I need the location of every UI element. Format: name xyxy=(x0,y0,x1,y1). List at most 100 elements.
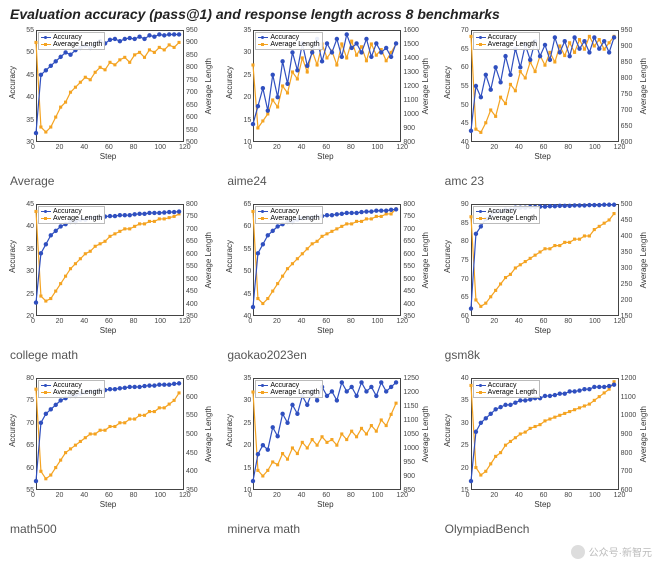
x-tick: 120 xyxy=(396,318,408,325)
yr-tick: 500 xyxy=(621,201,633,208)
yr-tick: 300 xyxy=(621,265,633,272)
wechat-icon xyxy=(571,545,585,559)
yl-tick: 40 xyxy=(26,94,34,101)
x-tick: 120 xyxy=(614,318,626,325)
xlabel: Step xyxy=(100,500,116,509)
x-tick: 20 xyxy=(56,318,64,325)
watermark: 公众号·新智元 xyxy=(571,544,652,559)
legend-len: Average Length xyxy=(41,215,102,222)
yl-tick: 70 xyxy=(461,27,469,34)
ylabel-right: Average Length xyxy=(639,406,648,462)
yr-tick: 1200 xyxy=(621,375,637,382)
x-tick: 120 xyxy=(179,144,191,151)
ylabel-right: Average Length xyxy=(204,58,213,114)
chart-math500: 5560657075803504004505005506006500204060… xyxy=(8,374,208,516)
x-tick: 0 xyxy=(31,492,35,499)
legend-len: Average Length xyxy=(258,215,319,222)
x-tick: 100 xyxy=(154,144,166,151)
yr-tick: 550 xyxy=(186,127,198,134)
x-tick: 0 xyxy=(466,492,470,499)
chart-cell-amc23: 4045505560657060065070075080085090095002… xyxy=(443,26,652,198)
yr-tick: 600 xyxy=(403,251,415,258)
legend-len: Average Length xyxy=(258,389,319,396)
x-tick: 20 xyxy=(273,144,281,151)
yr-tick: 650 xyxy=(403,238,415,245)
x-tick: 120 xyxy=(396,144,408,151)
yl-tick: 45 xyxy=(461,120,469,127)
chart-caption: gaokao2023en xyxy=(225,342,434,372)
legend: AccuracyAverage Length xyxy=(38,32,105,50)
x-tick: 20 xyxy=(56,144,64,151)
yl-tick: 65 xyxy=(461,294,469,301)
yr-tick: 500 xyxy=(186,276,198,283)
ylabel-right: Average Length xyxy=(639,232,648,288)
yl-tick: 25 xyxy=(244,72,252,79)
x-tick: 40 xyxy=(515,144,523,151)
x-tick: 100 xyxy=(154,318,166,325)
yr-tick: 900 xyxy=(186,39,198,46)
yr-tick: 500 xyxy=(403,276,415,283)
x-tick: 120 xyxy=(179,492,191,499)
x-tick: 120 xyxy=(179,318,191,325)
yr-tick: 1500 xyxy=(403,41,419,48)
yl-tick: 20 xyxy=(244,94,252,101)
legend-acc: Accuracy xyxy=(476,382,537,389)
yr-tick: 700 xyxy=(186,226,198,233)
yr-tick: 900 xyxy=(403,125,415,132)
ylabel-left: Accuracy xyxy=(8,240,17,273)
x-tick: 100 xyxy=(589,492,601,499)
yr-tick: 600 xyxy=(186,114,198,121)
chart-gsm8k: 6065707580859015020025030035040045050002… xyxy=(443,200,643,342)
legend: AccuracyAverage Length xyxy=(38,206,105,224)
yr-tick: 1250 xyxy=(403,375,419,382)
x-tick: 0 xyxy=(466,318,470,325)
xlabel: Step xyxy=(100,152,116,161)
legend-len: Average Length xyxy=(476,215,537,222)
yr-tick: 650 xyxy=(186,238,198,245)
ylabel-left: Accuracy xyxy=(443,66,452,99)
xlabel: Step xyxy=(317,326,333,335)
legend-acc: Accuracy xyxy=(258,34,319,41)
watermark-text: 公众号·新智元 xyxy=(589,544,652,559)
yr-tick: 650 xyxy=(186,102,198,109)
yr-tick: 800 xyxy=(403,201,415,208)
chart-grid: 3035404550555005506006507007508008509009… xyxy=(0,26,660,550)
chart-amc23: 4045505560657060065070075080085090095002… xyxy=(443,26,643,168)
x-tick: 0 xyxy=(248,318,252,325)
yr-tick: 1200 xyxy=(403,389,419,396)
yl-tick: 30 xyxy=(244,49,252,56)
xlabel: Step xyxy=(317,152,333,161)
yr-tick: 800 xyxy=(621,75,633,82)
yl-tick: 45 xyxy=(244,291,252,298)
x-tick: 100 xyxy=(372,318,384,325)
chart-caption: college math xyxy=(8,342,217,372)
yl-tick: 40 xyxy=(461,375,469,382)
yr-tick: 650 xyxy=(186,375,198,382)
yr-tick: 950 xyxy=(621,27,633,34)
ylabel-right: Average Length xyxy=(421,58,430,114)
chart-caption: math500 xyxy=(8,516,217,546)
ylabel-right: Average Length xyxy=(421,406,430,462)
yl-tick: 35 xyxy=(26,117,34,124)
yl-tick: 85 xyxy=(461,220,469,227)
ylabel-left: Accuracy xyxy=(225,66,234,99)
yr-tick: 800 xyxy=(186,201,198,208)
chart-gaokao: 4045505560653504004505005506006507007508… xyxy=(225,200,425,342)
x-tick: 40 xyxy=(515,492,523,499)
yl-tick: 60 xyxy=(244,223,252,230)
x-tick: 20 xyxy=(490,492,498,499)
legend: AccuracyAverage Length xyxy=(255,206,322,224)
chart-caption: Average xyxy=(8,168,217,198)
yr-tick: 1600 xyxy=(403,27,419,34)
x-tick: 60 xyxy=(105,144,113,151)
x-tick: 40 xyxy=(80,492,88,499)
yl-tick: 25 xyxy=(244,420,252,427)
x-tick: 120 xyxy=(614,492,626,499)
yl-tick: 35 xyxy=(461,397,469,404)
yr-tick: 700 xyxy=(186,89,198,96)
legend: AccuracyAverage Length xyxy=(473,206,540,224)
yr-tick: 450 xyxy=(186,288,198,295)
ylabel-right: Average Length xyxy=(204,406,213,462)
x-tick: 120 xyxy=(396,492,408,499)
yl-tick: 20 xyxy=(461,465,469,472)
